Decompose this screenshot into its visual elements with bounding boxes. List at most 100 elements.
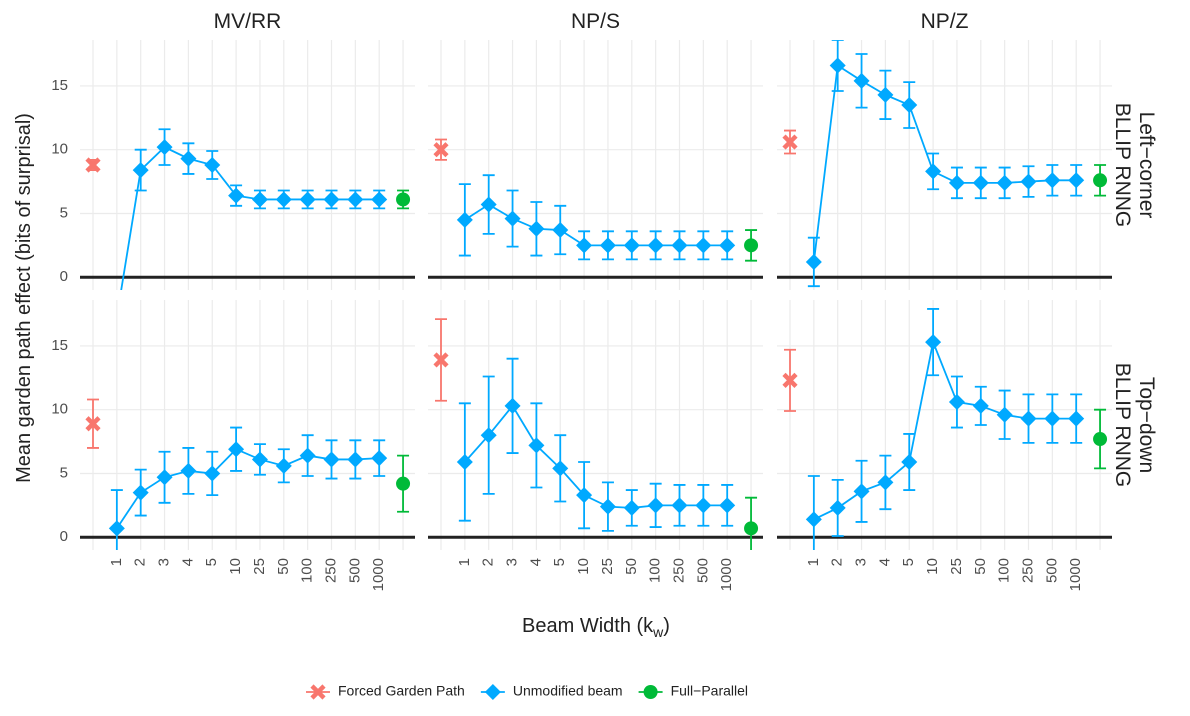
y-tick-label: 15: [51, 77, 68, 94]
y-axis-label: Mean garden path effect (bits of surpris…: [13, 113, 35, 483]
point-diamond: [805, 253, 822, 270]
row-label: Top−down: [1135, 377, 1158, 473]
point-diamond: [948, 174, 965, 191]
x-tick-label: 50: [275, 558, 292, 575]
point-circle: [643, 685, 658, 699]
column-label: MV/RR: [214, 10, 282, 33]
x-axis-label: Beam Width (kw): [522, 615, 670, 640]
panel: [782, 308, 1108, 550]
y-tick-label: 5: [60, 204, 68, 221]
point-diamond: [251, 191, 268, 208]
point-diamond: [180, 150, 197, 167]
point-diamond: [156, 469, 173, 486]
point-x: [433, 142, 449, 158]
point-diamond: [528, 437, 545, 454]
x-tick-label: 100: [647, 558, 664, 583]
row-label: Left−corner: [1135, 112, 1158, 219]
series-line: [812, 63, 1077, 263]
x-tick-label: 1: [805, 558, 822, 566]
point-diamond: [275, 457, 292, 474]
x-tick-label: 1000: [718, 558, 735, 591]
point-diamond: [456, 211, 473, 228]
x-tick-label: 25: [599, 558, 616, 575]
point-x-stroke: [782, 372, 798, 388]
x-tick-label: 2: [480, 558, 497, 566]
series-line: [464, 404, 728, 509]
point-diamond: [1044, 410, 1061, 427]
point-x-stroke: [433, 352, 449, 368]
x-axis-label-part: w: [652, 624, 664, 640]
point-diamond: [552, 460, 569, 477]
series-line: [120, 146, 380, 290]
point-diamond: [576, 237, 593, 254]
x-tick-label: 4: [179, 558, 196, 566]
point-diamond: [108, 520, 125, 537]
y-tick-label: 5: [60, 464, 68, 481]
x-axis-label-part: Beam Width (k: [522, 615, 654, 637]
point-diamond: [456, 453, 473, 470]
point-x: [310, 684, 326, 700]
point-circle: [744, 238, 759, 253]
x-tick-label: 2: [132, 558, 149, 566]
x-tick-label: 3: [504, 558, 521, 566]
point-x-stroke: [85, 416, 101, 432]
x-tick-label: 1000: [370, 558, 387, 591]
point-diamond: [1068, 410, 1085, 427]
point-diamond: [480, 427, 497, 444]
point-diamond: [132, 484, 149, 501]
point-diamond: [853, 483, 870, 500]
x-tick-label: 5: [203, 558, 220, 566]
x-tick-label: 500: [346, 558, 363, 583]
point-diamond: [877, 474, 894, 491]
x-tick-label: 250: [1019, 558, 1036, 583]
point-diamond: [647, 237, 664, 254]
series-line: [464, 203, 728, 247]
y-tick-label: 10: [51, 401, 68, 418]
point-diamond: [323, 191, 340, 208]
point-diamond: [484, 684, 501, 700]
point-diamond: [228, 187, 245, 204]
x-tick-label: 3: [853, 558, 870, 566]
column-label: NP/S: [571, 10, 620, 33]
point-circle: [396, 476, 411, 491]
x-tick-label: 500: [1043, 558, 1060, 583]
point-diamond: [647, 497, 664, 514]
point-diamond: [275, 191, 292, 208]
legend-label: Full−Parallel: [671, 683, 748, 699]
point-diamond: [323, 451, 340, 468]
point-diamond: [925, 334, 942, 351]
point-circle: [1093, 432, 1108, 447]
point-diamond: [204, 465, 221, 482]
x-tick-label: 25: [251, 558, 268, 575]
point-diamond: [299, 191, 316, 208]
point-diamond: [695, 237, 712, 254]
point-diamond: [552, 222, 569, 239]
x-tick-label: 250: [670, 558, 687, 583]
x-tick-label: 50: [623, 558, 640, 575]
point-diamond: [480, 196, 497, 213]
point-diamond: [299, 447, 316, 464]
row-label: BLLIP RNNG: [1111, 363, 1134, 488]
point-diamond: [623, 237, 640, 254]
point-diamond: [901, 97, 918, 114]
point-diamond: [1020, 410, 1037, 427]
x-axis-label-part: ): [663, 615, 670, 637]
point-diamond: [599, 498, 616, 515]
point-diamond: [156, 139, 173, 156]
point-diamond: [347, 451, 364, 468]
x-tick-label: 10: [924, 558, 941, 575]
point-diamond: [948, 394, 965, 411]
y-tick-label: 0: [60, 528, 68, 545]
point-diamond: [805, 511, 822, 528]
x-tick-label: 50: [972, 558, 989, 575]
point-diamond: [829, 499, 846, 516]
point-diamond: [623, 499, 640, 516]
point-diamond: [877, 86, 894, 103]
x-tick-label: 100: [996, 558, 1013, 583]
point-diamond: [671, 237, 688, 254]
x-tick-label: 1: [108, 558, 125, 566]
point-x: [782, 134, 798, 150]
point-diamond: [371, 450, 388, 467]
x-tick-label: 4: [527, 558, 544, 566]
